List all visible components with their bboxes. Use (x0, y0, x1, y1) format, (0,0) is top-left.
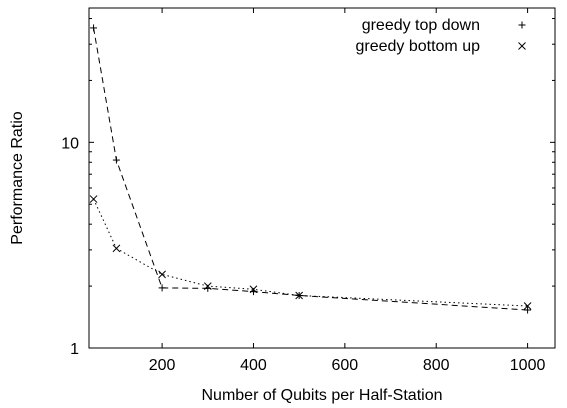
axis-ticks: 200 400 600 800 1000 1 10 (61, 8, 555, 374)
x-axis-label: Number of Qubits per Half-Station (202, 387, 443, 404)
x-tick-label: 200 (149, 357, 176, 374)
x-tick-label: 400 (240, 357, 267, 374)
y-tick-label: 1 (70, 341, 79, 358)
marker-stroke (523, 302, 532, 310)
y-axis-label: Performance Ratio (9, 111, 26, 244)
marker-stroke (158, 270, 166, 279)
data-point (203, 282, 212, 290)
series-line (93, 198, 528, 307)
plot-frame (88, 7, 556, 349)
legend-marker (518, 42, 526, 50)
marker-stroke (295, 291, 304, 300)
series-0 (90, 24, 532, 314)
legend-label: greedy top down (362, 17, 480, 34)
series-layer (89, 24, 532, 314)
data-point (523, 302, 532, 310)
marker-stroke (89, 195, 98, 203)
data-point (89, 195, 98, 203)
y-tick-label: 10 (61, 135, 79, 152)
x-tick-label: 600 (331, 357, 358, 374)
x-tick-label: 1000 (510, 357, 546, 374)
data-point (158, 270, 166, 279)
marker-stroke (249, 285, 258, 294)
data-point (90, 24, 98, 32)
x-tick-label: 800 (423, 357, 450, 374)
data-point (524, 306, 532, 314)
marker-stroke (203, 282, 212, 290)
data-point (158, 284, 166, 292)
marker-stroke (112, 244, 121, 253)
data-point (112, 156, 120, 164)
legend-marker (518, 21, 526, 29)
series-line (93, 27, 528, 311)
legend-label: greedy bottom up (355, 38, 480, 55)
marker-stroke (518, 42, 526, 50)
data-point (249, 285, 258, 294)
series-1 (89, 195, 532, 310)
legend: greedy top down greedy bottom up (355, 17, 526, 55)
data-point (112, 244, 121, 253)
data-point (295, 291, 304, 300)
